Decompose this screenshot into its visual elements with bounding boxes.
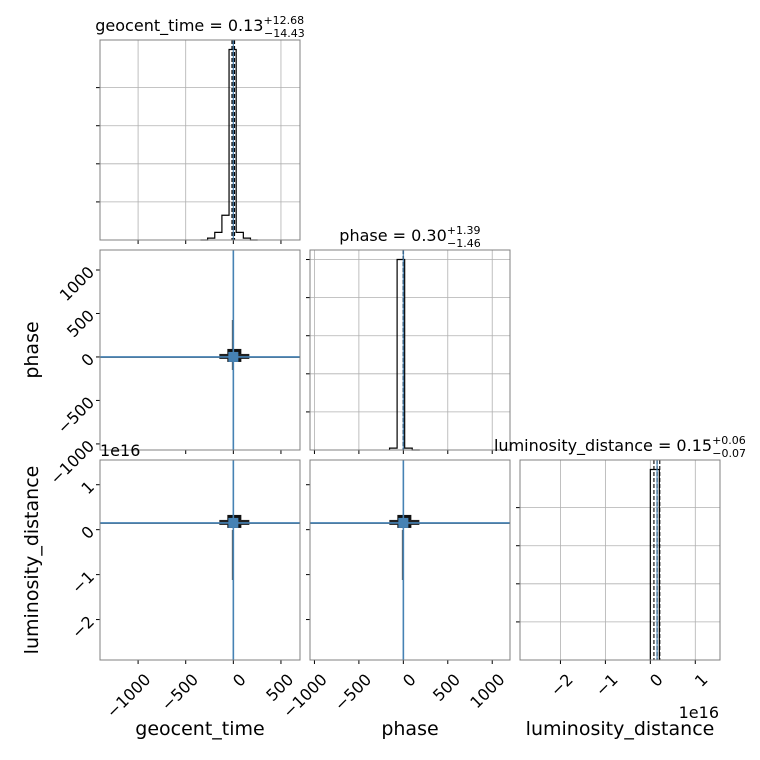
title-value: luminosity_distance = 0.15	[494, 436, 712, 456]
y-tick-label: −2	[68, 612, 98, 642]
title-value: phase = 0.30	[339, 226, 446, 245]
hist-panel-geocent_time	[96, 40, 300, 244]
title-value: geocent_time = 0.13	[95, 16, 263, 36]
hist-frame-phase	[309, 249, 511, 451]
truth-marker	[228, 517, 239, 528]
truth-marker	[398, 517, 409, 528]
x-tick-label: −500	[158, 670, 203, 715]
x-tick-label: −1	[592, 670, 622, 700]
x-axis-label-phase: phase	[381, 718, 438, 740]
y-tick-label: 0	[77, 350, 98, 371]
y-axis-label-phase: phase	[21, 321, 43, 378]
title-upper-error: +0.06	[712, 434, 746, 447]
x-tick-label: 1000	[466, 670, 508, 712]
x-tick-label: 0	[229, 670, 250, 691]
y-axis-label-luminosity_distance: luminosity_distance	[21, 466, 43, 655]
x-tick-label: −2	[547, 670, 577, 700]
y-tick-label: 0	[77, 522, 98, 543]
y-tick-label: −1000	[46, 436, 98, 488]
x-tick-label: 0	[646, 670, 667, 691]
hist-panel-phase	[306, 250, 510, 454]
hist-panel-luminosity_distance	[516, 460, 720, 664]
hist-step-geocent_time	[200, 48, 258, 241]
hist-title-luminosity_distance: luminosity_distance = 0.15+0.06 −0.07	[494, 434, 746, 460]
y-tick-label: −1	[68, 567, 98, 597]
scatter-panel-geocent_time-luminosity_distance	[96, 460, 300, 664]
scatter-frame	[99, 249, 301, 451]
y-tick-label: 1	[77, 477, 98, 498]
y-tick-label: −500	[53, 393, 98, 438]
y-tick-label: 1000	[56, 263, 98, 305]
hist-title-phase: phase = 0.30+1.39 −1.46	[339, 224, 480, 250]
x-tick-label: 500	[429, 670, 464, 705]
title-upper-error: +1.39	[447, 224, 481, 237]
scatter-frame	[99, 459, 301, 661]
x-offset-text: 1e16	[679, 703, 719, 722]
x-tick-label: −500	[331, 670, 376, 715]
x-tick-label: 1	[691, 670, 712, 691]
title-lower-error: −0.07	[712, 447, 746, 460]
scatter-panel-phase-luminosity_distance	[306, 460, 510, 664]
title-lower-error: −1.46	[447, 237, 481, 250]
x-tick-label: −1000	[103, 670, 155, 722]
y-tick-label: 500	[63, 306, 98, 341]
x-axis-label-luminosity_distance: luminosity_distance	[526, 718, 715, 740]
hist-frame-luminosity_distance	[519, 459, 721, 661]
title-upper-error: +12.68	[263, 14, 304, 27]
hist-frame-geocent_time	[99, 39, 301, 241]
hist-step-phase	[388, 258, 420, 451]
scatter-panel-geocent_time-phase	[96, 250, 300, 454]
title-lower-error: −14.43	[264, 27, 305, 40]
hist-title-geocent_time: geocent_time = 0.13+12.68 −14.43	[95, 14, 304, 40]
scatter-frame	[309, 459, 511, 661]
y-offset-text: 1e16	[100, 441, 140, 460]
truth-marker	[228, 351, 239, 362]
x-axis-label-geocent_time: geocent_time	[135, 718, 264, 740]
x-tick-label: 0	[399, 670, 420, 691]
hist-step-luminosity_distance	[649, 468, 660, 660]
